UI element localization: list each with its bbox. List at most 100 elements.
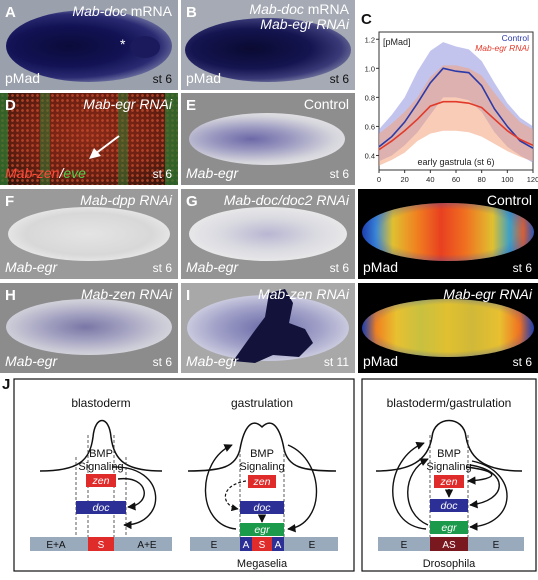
panel-d-stage: st 6 (152, 167, 172, 181)
chart-xticks: 0 20 40 60 80 100 120 (377, 170, 538, 184)
eve-stripe-2 (40, 93, 50, 185)
zen-box-drosophila (434, 475, 464, 488)
signaling-label-drosophila: Signaling (426, 461, 471, 473)
bmp-curve-gastrulation (187, 422, 337, 472)
panel-g-probe: Mab-egr (186, 259, 239, 275)
series-band-0 (379, 42, 533, 163)
arrow-dros-left-inner (407, 458, 429, 526)
panel-e-stage: st 6 (329, 167, 349, 181)
pmad-control-title: Control (486, 192, 532, 208)
doc-label-drosophila: doc (441, 500, 459, 512)
panel-letter-j: J (2, 376, 10, 393)
bar-blastoderm-left: E+A (46, 540, 66, 551)
panel-a-title: Mab-doc mRNA (72, 3, 172, 19)
bar-gastr-e1: E (211, 540, 218, 551)
doc-box-drosophila (430, 499, 468, 512)
bar-dros-e1: E (401, 540, 408, 551)
bar-gastr-s-label: S (259, 540, 266, 551)
chart-lines (378, 67, 534, 151)
zen-label-blastoderm: zen (92, 475, 110, 487)
panel-e: E Control Mab-egr st 6 (181, 93, 355, 185)
panel-d-title: Mab-egr RNAi (83, 96, 172, 112)
pmad-rnai-stain: pMad (363, 353, 399, 369)
panel-h-title: Mab-zen RNAi (80, 286, 172, 302)
bar-gastr-s (252, 537, 272, 551)
bar-blastoderm-right: A+E (137, 540, 157, 551)
caption-megaselia: Megaselia (237, 558, 288, 570)
bar-dros-e2: E (493, 540, 500, 551)
arrow-bmp-zen-1 (117, 478, 145, 511)
embryo-i-stain (233, 289, 313, 363)
panel-letter-g: G (186, 193, 198, 210)
bar-blastoderm-s (88, 537, 114, 551)
y-tick-label: 0.6 (365, 122, 375, 131)
panel-letter-i: I (186, 287, 191, 304)
panel-d-stain-eve: eve (63, 165, 86, 181)
chart-c-svg: C 0.4 0.6 0.8 1.0 1.2 0 20 40 60 80 100 120 [pMad]… (361, 11, 538, 184)
pmad-rnai-stage: st 6 (512, 355, 532, 369)
panel-i-stage: st 11 (323, 355, 349, 369)
panel-e-title: Control (303, 96, 349, 112)
panel-g: G Mab-doc/doc2 RNAi Mab-egr st 6 (181, 189, 355, 279)
panel-f-stage: st 6 (152, 261, 172, 275)
series-line-0 (378, 67, 534, 149)
zen-box-gastrulation (248, 475, 276, 488)
panel-g-title: Mab-doc/doc2 RNAi (223, 192, 349, 208)
panel-pmad-rnai: Mab-egr RNAi pMad st 6 (358, 283, 538, 373)
zen-label-gastrulation: zen (253, 476, 271, 488)
embryo-g (189, 207, 347, 261)
dashes-gastrulation (239, 449, 285, 543)
heading-drosophila: blastoderm/gastrulation (387, 396, 512, 410)
egr-label-gastrulation: egr (254, 524, 270, 536)
bar-gastr-a1 (240, 537, 252, 551)
panel-letter-h: H (5, 287, 16, 304)
arrow-dros-right-1 (465, 466, 493, 485)
x-tick-label: 120 (527, 175, 538, 184)
panel-a-stain: pMad (5, 70, 41, 86)
arrow-dros-right-3 (469, 460, 508, 531)
arrow-gastr-left-solid (204, 444, 237, 530)
panel-a-star: * (120, 36, 126, 52)
arrow-gastr-left-dashed (224, 480, 247, 512)
bar-gastr-a2-label: A (275, 540, 282, 551)
chart-ylabel: [pMad] (383, 37, 411, 47)
panel-letter-a: A (5, 4, 16, 21)
egr-box-drosophila (430, 521, 468, 534)
arrow-icon (89, 135, 120, 159)
panel-d-stain: Mab-zen/eve (5, 165, 86, 181)
panel-i-probe: Mab-egr (186, 353, 239, 369)
eve-stripe-3 (118, 93, 128, 185)
panel-i-title: Mab-zen RNAi (257, 286, 349, 302)
panel-b-title-gene: Mab-doc (249, 1, 304, 17)
doc-label-gastrulation: doc (254, 502, 272, 514)
panel-d: D Mab-egr RNAi Mab-zen/eve st 6 (0, 93, 178, 185)
bar-gastr-a2 (272, 537, 284, 551)
bmp-curve-blastoderm (39, 419, 163, 472)
x-tick-label: 40 (426, 175, 434, 184)
panel-h-probe: Mab-egr (5, 353, 58, 369)
megaselia-frame (13, 378, 355, 572)
panel-f-title: Mab-dpp RNAi (80, 192, 172, 208)
y-tick-label: 1.2 (365, 35, 375, 44)
bar-dros-as-label: AS (442, 540, 456, 551)
panel-b-title-line1: Mab-doc mRNA (249, 1, 349, 17)
arrow-dros-left-outer (392, 441, 427, 530)
x-tick-label: 80 (477, 175, 485, 184)
panel-b-stain: pMad (186, 70, 222, 86)
x-tick-label: 0 (377, 175, 381, 184)
eve-stripe-4 (165, 93, 178, 185)
y-tick-label: 1.0 (365, 64, 375, 73)
pmad-control-stain: pMad (363, 259, 399, 275)
chart-letter: C (361, 11, 372, 28)
caption-drosophila: Drosophila (423, 558, 476, 570)
panel-b-title-rest: mRNA (303, 1, 349, 17)
arrow-bmp-zen-2 (111, 466, 157, 530)
x-tick-label: 20 (400, 175, 408, 184)
panel-a-title-gene: Mab-doc (72, 3, 127, 19)
chart-bands (379, 42, 533, 166)
panel-g-stage: st 6 (329, 261, 349, 275)
doc-label-blastoderm: doc (93, 502, 111, 514)
panel-pmad-control: Control pMad st 6 (358, 189, 538, 279)
drosophila-frame (361, 378, 537, 572)
panel-j-svg: J blastoderm BMP Signaling zen doc E+A S… (2, 376, 537, 572)
